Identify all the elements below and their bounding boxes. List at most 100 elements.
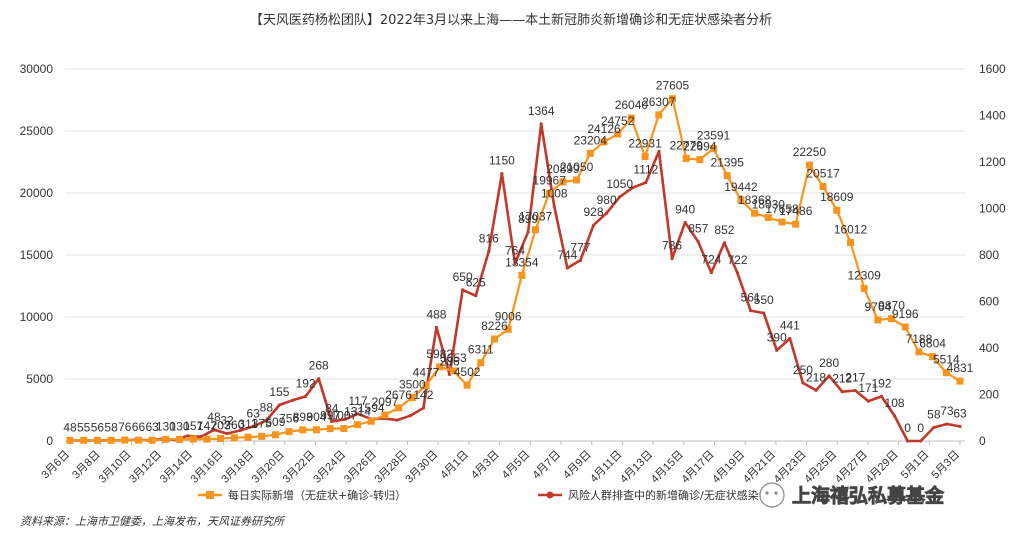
daily-new-marker <box>929 353 937 361</box>
daily-new-data-label: 7188 <box>906 332 933 346</box>
daily-new-data-label: 48 <box>63 420 77 434</box>
legend-orange-marker <box>206 491 214 499</box>
daily-new-marker <box>340 425 348 433</box>
daily-new-data-label: 26307 <box>642 95 676 109</box>
daily-new-marker <box>942 369 950 377</box>
risk-group-point <box>853 388 857 393</box>
daily-new-data-label: 12309 <box>847 268 881 282</box>
risk-group-data-label: 940 <box>675 202 695 216</box>
daily-new-marker <box>614 130 622 138</box>
daily-new-data-label: 18609 <box>820 190 854 204</box>
risk-group-data-label: 286 <box>440 355 460 369</box>
right-axis-ticks: 0 200 400 600 800 1000 1200 1400 1600 <box>979 62 1006 448</box>
daily-new-data-label: 58 <box>104 420 118 434</box>
daily-new-marker <box>710 144 718 152</box>
risk-group-point <box>631 185 635 190</box>
risk-group-point <box>186 434 190 438</box>
daily-new-marker <box>778 218 786 226</box>
daily-new-marker <box>285 428 293 436</box>
risk-group-point <box>657 149 661 153</box>
risk-group-data-label: 786 <box>662 238 682 252</box>
daily-new-data-label: 6311 <box>468 343 494 357</box>
x-tick-label: 4月7日 <box>530 449 563 482</box>
daily-new-marker <box>723 172 731 180</box>
daily-new-marker <box>518 271 526 279</box>
risk-group-data-label: 48 <box>207 410 221 424</box>
daily-new-data-label: 9196 <box>892 307 919 321</box>
x-tick-label: 4月17日 <box>680 449 717 486</box>
risk-group-point <box>670 256 674 261</box>
daily-new-marker <box>408 394 416 402</box>
left-tick-label: 20000 <box>20 186 54 200</box>
risk-group-point <box>722 241 727 245</box>
x-tick-label: 3月6日 <box>39 449 72 482</box>
left-tick-label: 25000 <box>20 124 54 138</box>
risk-group-data-label: 32 <box>220 414 234 428</box>
daily-new-marker <box>751 209 759 217</box>
daily-new-data-label: 375 <box>252 416 272 430</box>
daily-new-data-label: 5982 <box>426 347 453 361</box>
daily-new-marker <box>573 176 581 184</box>
daily-new-marker <box>545 189 553 197</box>
risk-group-data-label: 280 <box>819 356 839 370</box>
risk-group-point <box>578 258 583 262</box>
daily-new-marker <box>792 220 800 228</box>
risk-group-data-label: 58 <box>927 408 941 422</box>
right-tick-label: 1200 <box>979 155 1006 169</box>
right-tick-label: 0 <box>979 434 986 448</box>
risk-group-point <box>251 424 255 428</box>
x-tick-label: 5月3日 <box>929 449 962 482</box>
right-tick-label: 1000 <box>979 202 1006 216</box>
daily-new-data-label: 157 <box>183 419 203 433</box>
risk-group-data-label: 1150 <box>489 154 515 168</box>
daily-new-data-label: 260 <box>224 418 244 432</box>
risk-group-point <box>840 390 844 394</box>
x-tick-label: 4月25日 <box>802 449 839 486</box>
daily-new-data-label: 21395 <box>711 156 745 170</box>
x-tick-label: 4月29日 <box>864 449 901 486</box>
daily-new-data-label: 756 <box>279 412 299 426</box>
daily-new-marker <box>189 435 197 443</box>
legend-orange-label: 每日实际新增（无症状+确诊-转归） <box>228 488 406 502</box>
risk-group-data-label: 108 <box>885 396 905 410</box>
x-tick-label: 3月20日 <box>250 449 287 486</box>
risk-group-point <box>709 271 713 275</box>
daily-new-data-label: 1007 <box>330 409 357 423</box>
risk-group-point <box>827 374 831 378</box>
risk-group-point <box>526 230 530 234</box>
risk-group-data-label: 561 <box>741 291 761 305</box>
left-tick-label: 15000 <box>20 248 54 262</box>
daily-new-marker <box>326 425 334 433</box>
wechat-icon <box>759 482 785 508</box>
daily-new-data-label: 13354 <box>505 255 539 269</box>
risk-group-data-label: 390 <box>767 330 787 344</box>
risk-group-point <box>343 417 347 421</box>
left-axis-ticks: 0 5000 10000 15000 20000 25000 30000 <box>20 62 54 448</box>
daily-new-marker <box>888 315 896 323</box>
daily-new-marker <box>271 431 279 439</box>
daily-new-marker <box>696 156 704 164</box>
risk-group-data-label: 142 <box>413 388 433 402</box>
series-risk-group <box>68 122 962 443</box>
daily-new-data-label: 20899 <box>546 162 580 176</box>
risk-group-point <box>605 211 609 215</box>
risk-group-point <box>644 180 648 185</box>
x-tick-label: 4月23日 <box>772 449 809 486</box>
x-tick-label: 3月22日 <box>281 449 318 486</box>
risk-group-point <box>775 348 779 352</box>
risk-group-data-label: 899 <box>518 212 538 226</box>
daily-new-marker <box>846 238 854 246</box>
daily-new-marker <box>532 226 540 234</box>
risk-group-data-label: 1112 <box>633 162 658 176</box>
risk-group-point <box>762 311 766 315</box>
daily-new-marker <box>490 335 498 343</box>
x-tick-label: 4月1日 <box>438 449 471 482</box>
x-axis-ticks: 3月6日3月8日3月10日3月12日3月14日3月16日3月18日3月20日3月… <box>39 441 962 486</box>
daily-new-marker <box>682 155 690 163</box>
daily-new-data-label: 76 <box>118 420 132 434</box>
labels-daily-new: 48 55 56 58 76 66 6313013015714720326031137550… <box>63 79 973 435</box>
daily-new-data-label: 66 <box>132 420 146 434</box>
left-tick-label: 5000 <box>26 372 53 386</box>
risk-group-data-label: 488 <box>426 307 446 321</box>
